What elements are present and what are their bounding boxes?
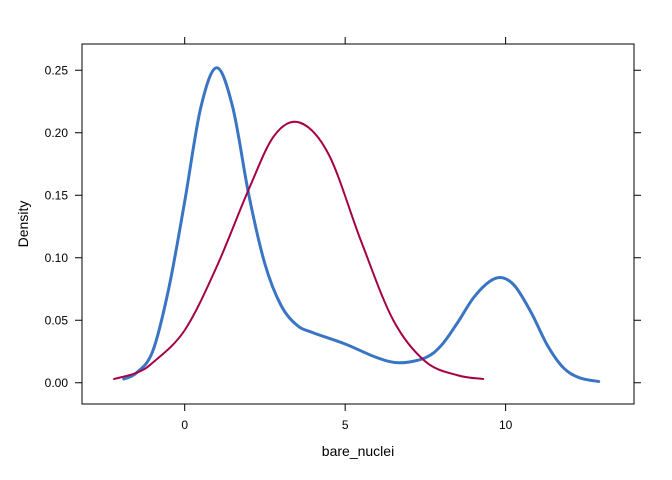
axis-ticks — [75, 37, 641, 411]
y-tick-label: 0.05 — [45, 313, 69, 327]
y-axis-title: Density — [15, 201, 31, 248]
y-tick-label: 0.15 — [45, 188, 69, 202]
density-line-2 — [113, 120, 485, 380]
x-tick-label: 5 — [342, 418, 349, 432]
x-tick-label: 0 — [181, 418, 188, 432]
series-group — [113, 66, 601, 383]
tick-labels: 0 5 10 0.00 0.05 0.10 0.15 0.20 0.25 — [45, 63, 513, 432]
plot-frame — [81, 43, 635, 405]
x-axis-title: bare_nuclei — [322, 443, 394, 459]
y-tick-label: 0.10 — [45, 251, 69, 265]
x-tick-label: 10 — [499, 418, 513, 432]
density-line-1 — [122, 66, 601, 383]
y-tick-label: 0.20 — [45, 126, 69, 140]
y-tick-label: 0.25 — [45, 63, 69, 77]
y-tick-label: 0.00 — [45, 376, 69, 390]
